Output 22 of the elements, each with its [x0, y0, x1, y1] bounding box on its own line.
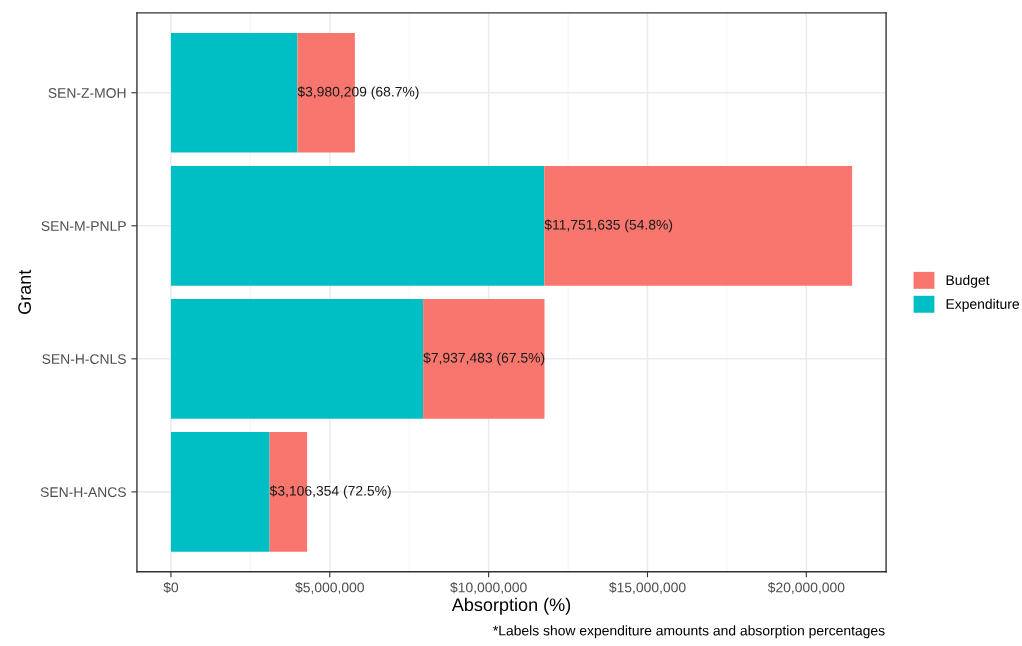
y-tick-label: SEN-H-CNLS [42, 354, 126, 365]
legend-label: Expenditure [946, 298, 1020, 312]
x-tick-label: $15,000,000 [609, 581, 686, 594]
x-axis-title: Absorption (%) [451, 597, 571, 615]
bar [423, 298, 545, 419]
data-label: $11,751,635 (54.8%) [544, 219, 673, 233]
x-tick-label: $10,000,000 [450, 581, 527, 594]
y-tick-label: SEN-M-PNLP [41, 221, 126, 231]
text: *Labels show expenditure amounts and absorption percentages [493, 625, 885, 639]
y-tick-label: SEN-Z-MOH [48, 88, 126, 98]
y-axis-title: Grant [18, 269, 31, 314]
y-tick-label: SEN-H-ANCS [40, 487, 126, 498]
bar [170, 165, 545, 286]
bar [544, 165, 853, 286]
bar [170, 432, 270, 552]
x-tick-label: $5,000,000 [295, 581, 365, 594]
legend-label: Budget [946, 274, 990, 288]
x-tick-label: $0 [163, 581, 179, 594]
data-label: $7,937,483 (67.5%) [423, 352, 545, 366]
bar [170, 32, 298, 153]
bar [170, 298, 424, 419]
x-tick-label: $20,000,000 [767, 581, 845, 594]
